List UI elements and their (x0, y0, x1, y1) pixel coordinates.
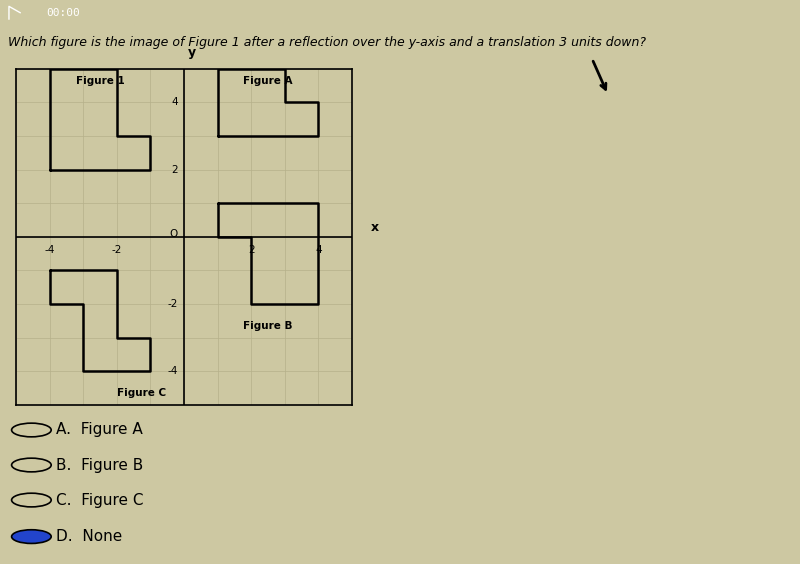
Text: Figure 1: Figure 1 (76, 76, 124, 86)
Text: y: y (188, 46, 196, 59)
Text: O: O (170, 228, 178, 239)
Text: B.  Figure B: B. Figure B (56, 457, 143, 473)
Text: 4: 4 (315, 245, 322, 255)
Text: Figure B: Figure B (243, 321, 293, 331)
Text: -4: -4 (167, 366, 178, 376)
Text: -2: -2 (167, 299, 178, 309)
Text: 00:00: 00:00 (46, 8, 79, 17)
Text: x: x (370, 221, 378, 233)
Text: 2: 2 (248, 245, 254, 255)
Text: Figure A: Figure A (243, 76, 293, 86)
Text: 2: 2 (171, 165, 178, 175)
Text: -2: -2 (112, 245, 122, 255)
Text: Figure C: Figure C (117, 388, 166, 398)
Text: A.  Figure A: A. Figure A (56, 422, 142, 438)
Circle shape (12, 530, 51, 544)
Text: D.  None: D. None (56, 529, 122, 544)
Text: Which figure is the image of Figure 1 after a reflection over the y-axis and a t: Which figure is the image of Figure 1 af… (8, 36, 646, 49)
Text: -4: -4 (45, 245, 54, 255)
Text: C.  Figure C: C. Figure C (56, 492, 143, 508)
Text: 4: 4 (171, 98, 178, 108)
